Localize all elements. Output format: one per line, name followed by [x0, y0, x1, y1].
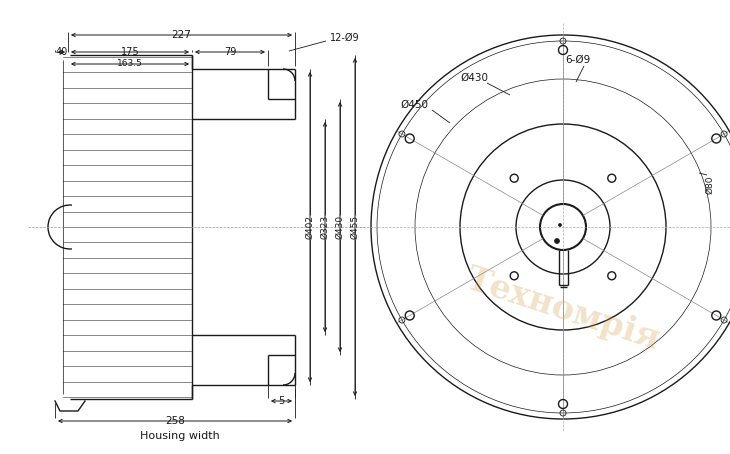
- Text: Техномрія: Техномрія: [462, 263, 664, 357]
- Circle shape: [555, 238, 559, 243]
- Text: Ø455: Ø455: [350, 215, 359, 239]
- Text: 79: 79: [224, 47, 237, 57]
- Text: 227: 227: [172, 30, 191, 40]
- Text: 40: 40: [55, 47, 68, 57]
- Circle shape: [558, 223, 561, 227]
- Text: 6-Ø9: 6-Ø9: [565, 55, 591, 65]
- Text: 175: 175: [120, 47, 139, 57]
- Text: 163.5: 163.5: [117, 59, 143, 69]
- Text: Ø430: Ø430: [460, 73, 488, 83]
- Text: Housing width: Housing width: [140, 431, 220, 441]
- Text: Ø430: Ø430: [336, 215, 345, 239]
- Text: Ø402: Ø402: [305, 215, 315, 239]
- Text: 12-Ø9: 12-Ø9: [330, 33, 360, 43]
- Text: 258: 258: [165, 416, 185, 426]
- Text: Ø80: Ø80: [705, 176, 715, 194]
- Text: Ø323: Ø323: [320, 215, 329, 239]
- Text: Ø450: Ø450: [400, 100, 428, 110]
- Text: 5: 5: [278, 396, 285, 406]
